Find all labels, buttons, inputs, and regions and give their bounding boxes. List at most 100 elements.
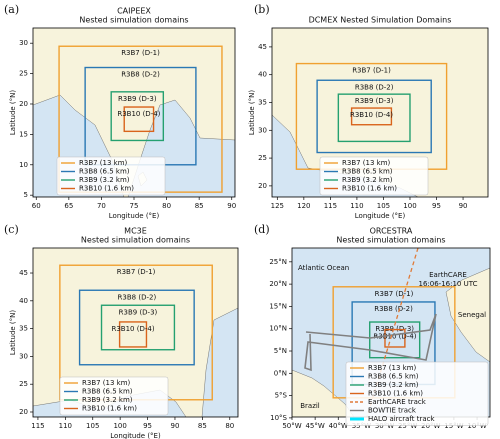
- x-tick-label: 95: [143, 422, 152, 430]
- domain-label: R3B7 (D-1): [121, 49, 160, 57]
- x-tick-label: 45°W: [305, 422, 324, 430]
- x-tick-label: 115: [324, 202, 337, 210]
- y-tick-label: 20°N: [269, 280, 287, 288]
- annotation: Atlantic Ocean: [298, 264, 349, 272]
- domain-label: R3B7 (D-1): [352, 67, 391, 75]
- x-tick-label: 65: [64, 202, 73, 210]
- panel-subtitle: Nested simulation domains: [79, 16, 188, 25]
- y-tick-label: 35: [19, 325, 28, 333]
- y-tick-label: 30: [19, 352, 28, 360]
- x-axis-label: Longitude (°E): [355, 212, 406, 220]
- legend-label: R3B10 (1.6 km): [82, 405, 137, 413]
- legend-label: R3B10 (1.6 km): [79, 185, 134, 193]
- legend-label: R3B9 (3.2 km): [368, 381, 419, 389]
- legend-label: R3B10 (1.6 km): [368, 390, 423, 398]
- x-tick-label: 90: [459, 202, 468, 210]
- x-tick-label: 80: [225, 422, 234, 430]
- panel-label: (a): [4, 3, 19, 16]
- y-tick-label: 25: [19, 380, 28, 388]
- panel-label: (d): [254, 223, 270, 236]
- panel-title: CAIPEEX: [117, 7, 151, 16]
- domain-box: [78, 289, 195, 366]
- y-tick-label: 25: [258, 154, 267, 162]
- land: [292, 369, 355, 417]
- panel-subtitle: Nested simulation domains: [81, 236, 190, 245]
- legend-label: R3B8 (6.5 km): [79, 168, 130, 176]
- ocean: [201, 307, 238, 417]
- y-tick-label: 40: [19, 297, 28, 305]
- annotation: 16:06-16:10 UTC: [419, 280, 478, 288]
- x-tick-label: 30°W: [375, 422, 394, 430]
- legend-label: R3B10 (1.6 km): [342, 185, 397, 193]
- x-tick-label: 105: [86, 422, 99, 430]
- y-tick-label: 15: [19, 130, 28, 138]
- x-tick-label: 50°W: [282, 422, 301, 430]
- x-tick-label: 115: [31, 422, 44, 430]
- x-tick-label: 100: [403, 202, 416, 210]
- legend-box: [319, 156, 429, 196]
- x-tick-label: 15°W: [444, 422, 463, 430]
- domain-label: R3B9 (D-3): [119, 308, 158, 316]
- domain-label: R3B8 (D-2): [121, 71, 160, 79]
- y-tick-label: 45: [258, 43, 267, 51]
- domain-label: R3B10 (D-4): [350, 111, 393, 119]
- x-tick-label: 90: [227, 202, 236, 210]
- x-tick-label: 85: [195, 202, 204, 210]
- domain-box: [384, 328, 406, 348]
- legend-label: R3B7 (13 km): [79, 159, 128, 167]
- y-tick-label: 0°N: [274, 369, 287, 377]
- legend-label: HALO aircraft track: [368, 415, 435, 423]
- domain-label: R3B8 (D-2): [374, 305, 413, 313]
- legend-label: BOWTIE track: [368, 407, 417, 415]
- x-tick-label: 80: [162, 202, 171, 210]
- x-tick-label: 125: [271, 202, 284, 210]
- y-tick-label: 35: [258, 98, 267, 106]
- axes-frame: [271, 27, 489, 198]
- domain-box: [123, 106, 155, 133]
- annotation: EarthCARE: [429, 271, 467, 279]
- x-tick-label: 95: [432, 202, 441, 210]
- x-tick-label: 100: [113, 422, 126, 430]
- y-tick-label: 30: [19, 39, 28, 47]
- legend-box: [345, 361, 489, 426]
- y-tick-label: 40: [258, 71, 267, 79]
- y-tick-label: 10: [19, 161, 28, 169]
- y-tick-label: 20: [258, 182, 267, 190]
- x-tick-label: 40°W: [329, 422, 348, 430]
- x-tick-label: 85: [198, 422, 207, 430]
- legend-box: [59, 376, 169, 416]
- x-tick-label: 20°W: [421, 422, 440, 430]
- domain-label: R3B7 (D-1): [117, 268, 156, 276]
- legend-label: R3B9 (3.2 km): [82, 396, 133, 404]
- domain-box: [316, 79, 432, 154]
- legend-box: [56, 156, 166, 196]
- legend-label: EarthCARE track: [368, 398, 427, 406]
- x-tick-label: 35°W: [352, 422, 371, 430]
- legend-label: R3B9 (3.2 km): [342, 176, 393, 184]
- domain-label: R3B9 (D-3): [118, 95, 157, 103]
- y-tick-label: 20: [19, 100, 28, 108]
- y-tick-label: 5°N: [274, 347, 287, 355]
- annotation: Senegal: [458, 311, 486, 319]
- bowtie-track: [304, 313, 437, 372]
- panel-label: (c): [4, 223, 19, 236]
- y-tick-label: 10°N: [269, 325, 287, 333]
- x-tick-label: 75: [130, 202, 139, 210]
- panel-title: MC3E: [124, 227, 147, 236]
- x-tick-label: 110: [350, 202, 363, 210]
- domain-box: [110, 91, 165, 142]
- domain-box: [100, 304, 176, 351]
- legend-label: R3B8 (6.5 km): [342, 168, 393, 176]
- domain-label: R3B10 (D-4): [117, 110, 160, 118]
- axes-frame: [32, 247, 239, 418]
- y-tick-label: 45: [19, 269, 28, 277]
- y-tick-label: 25: [19, 70, 28, 78]
- x-tick-label: 105: [377, 202, 390, 210]
- land: [445, 267, 490, 363]
- domain-box: [118, 321, 148, 348]
- domain-label: R3B9 (D-3): [355, 97, 394, 105]
- domain-box: [337, 93, 411, 143]
